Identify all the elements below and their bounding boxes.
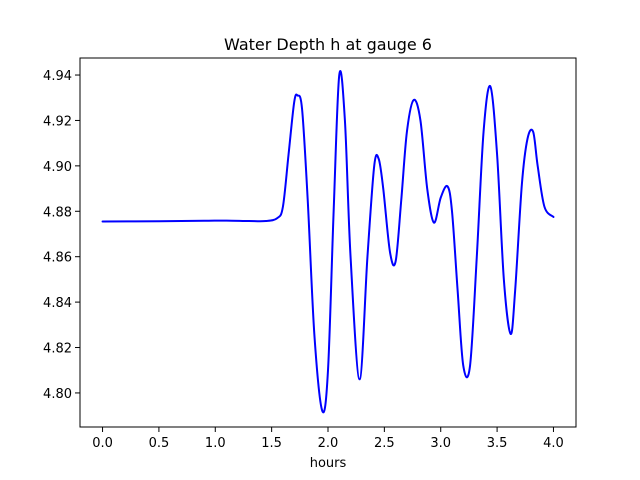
y-tick-label: 4.90 <box>43 160 72 175</box>
x-axis: 0.0 0.5 1.0 1.5 2.0 2.5 3.0 3.5 4.0 <box>92 427 564 451</box>
x-tick-label: 1.5 <box>261 436 282 451</box>
plot-area <box>101 70 555 414</box>
x-tick-label: 0.0 <box>92 436 113 451</box>
y-tick-label: 4.94 <box>43 69 72 84</box>
y-tick-label: 4.88 <box>43 205 72 220</box>
y-tick-label: 4.86 <box>43 251 72 266</box>
x-tick-label: 2.5 <box>374 436 395 451</box>
y-axis: 4.80 4.82 4.84 4.86 4.88 4.90 4.92 4.94 <box>43 69 80 402</box>
chart-title: Water Depth h at gauge 6 <box>224 35 432 54</box>
x-tick-label: 0.5 <box>149 436 170 451</box>
x-tick-label: 1.0 <box>205 436 226 451</box>
x-tick-label: 3.5 <box>487 436 508 451</box>
x-tick-label: 4.0 <box>543 436 564 451</box>
y-tick-label: 4.92 <box>43 114 72 129</box>
x-tick-label: 2.0 <box>318 436 339 451</box>
y-tick-label: 4.84 <box>43 296 72 311</box>
series-line <box>101 70 555 414</box>
x-tick-label: 3.0 <box>430 436 451 451</box>
x-axis-label: hours <box>310 456 347 471</box>
y-tick-label: 4.82 <box>43 342 72 357</box>
y-tick-label: 4.80 <box>43 387 72 402</box>
